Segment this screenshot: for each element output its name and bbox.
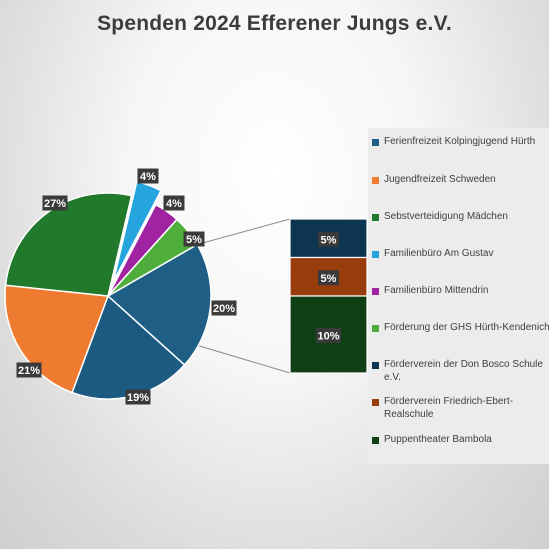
legend-swatch — [372, 325, 379, 332]
data-label-bg — [16, 362, 42, 378]
legend-swatch — [372, 437, 379, 444]
legend-label: Familienbüro Mittendrin — [384, 285, 489, 296]
chart-title: Spenden 2024 Efferener Jungs e.V. — [97, 12, 452, 35]
data-label: 4% — [166, 198, 182, 210]
data-label: 19% — [127, 392, 149, 404]
legend-swatch — [372, 139, 379, 146]
data-label-bg — [163, 195, 185, 211]
pie-slice — [4, 192, 133, 297]
legend-label: Ferienfreizeit Kolpingjugend Hürth — [384, 136, 536, 147]
legend-swatch — [372, 214, 379, 221]
data-label-bg — [183, 231, 205, 247]
legend-label: Puppentheater Bambola — [384, 434, 492, 445]
pie-slice — [106, 243, 212, 366]
pie-slice — [112, 180, 162, 283]
legend-swatch — [372, 362, 379, 369]
data-label: 20% — [213, 303, 235, 315]
legend-swatch — [372, 288, 379, 295]
data-label: 5% — [186, 234, 202, 246]
legend-label: Förderverein der Don Bosco Schule e.V. — [384, 359, 543, 383]
legend-label: Sebstverteidigung Mädchen — [384, 211, 508, 222]
data-label: 27% — [44, 198, 66, 210]
legend: Ferienfreizeit Kolpingjugend Hürth Jugend… — [368, 128, 549, 464]
data-label-bg — [318, 231, 339, 247]
legend-label: Förderverein Friedrich-Ebert- Realschule — [384, 396, 513, 420]
connector-line-bottom — [191, 343, 291, 374]
data-label-bg — [125, 389, 151, 405]
connector-line-top — [197, 218, 291, 245]
legend-swatch — [372, 177, 379, 184]
legend-label: Förderung der GHS Hürth-Kendenich — [384, 322, 549, 333]
data-label: 5% — [321, 234, 337, 246]
data-label-bg — [318, 270, 339, 286]
data-label-bg — [137, 168, 159, 184]
data-label-bg — [42, 195, 68, 211]
connector-lines — [191, 218, 291, 374]
data-label: 10% — [317, 331, 339, 343]
legend-label: Jugendfreizeit Schweden — [384, 174, 496, 185]
data-label: 21% — [18, 365, 40, 377]
legend-swatch — [372, 251, 379, 258]
pie-slice — [4, 284, 110, 394]
pie-slices — [4, 180, 212, 400]
legend-swatch — [372, 399, 379, 406]
data-label-bg — [316, 328, 341, 343]
legend-label: Familienbüro Am Gustav — [384, 248, 494, 259]
data-label: 5% — [321, 273, 337, 285]
data-label: 4% — [140, 171, 156, 183]
data-labels: 20% 19% 21% 27% 4% 4% 5% 5% 5% 10% — [16, 168, 341, 405]
data-label-bg — [211, 300, 237, 316]
